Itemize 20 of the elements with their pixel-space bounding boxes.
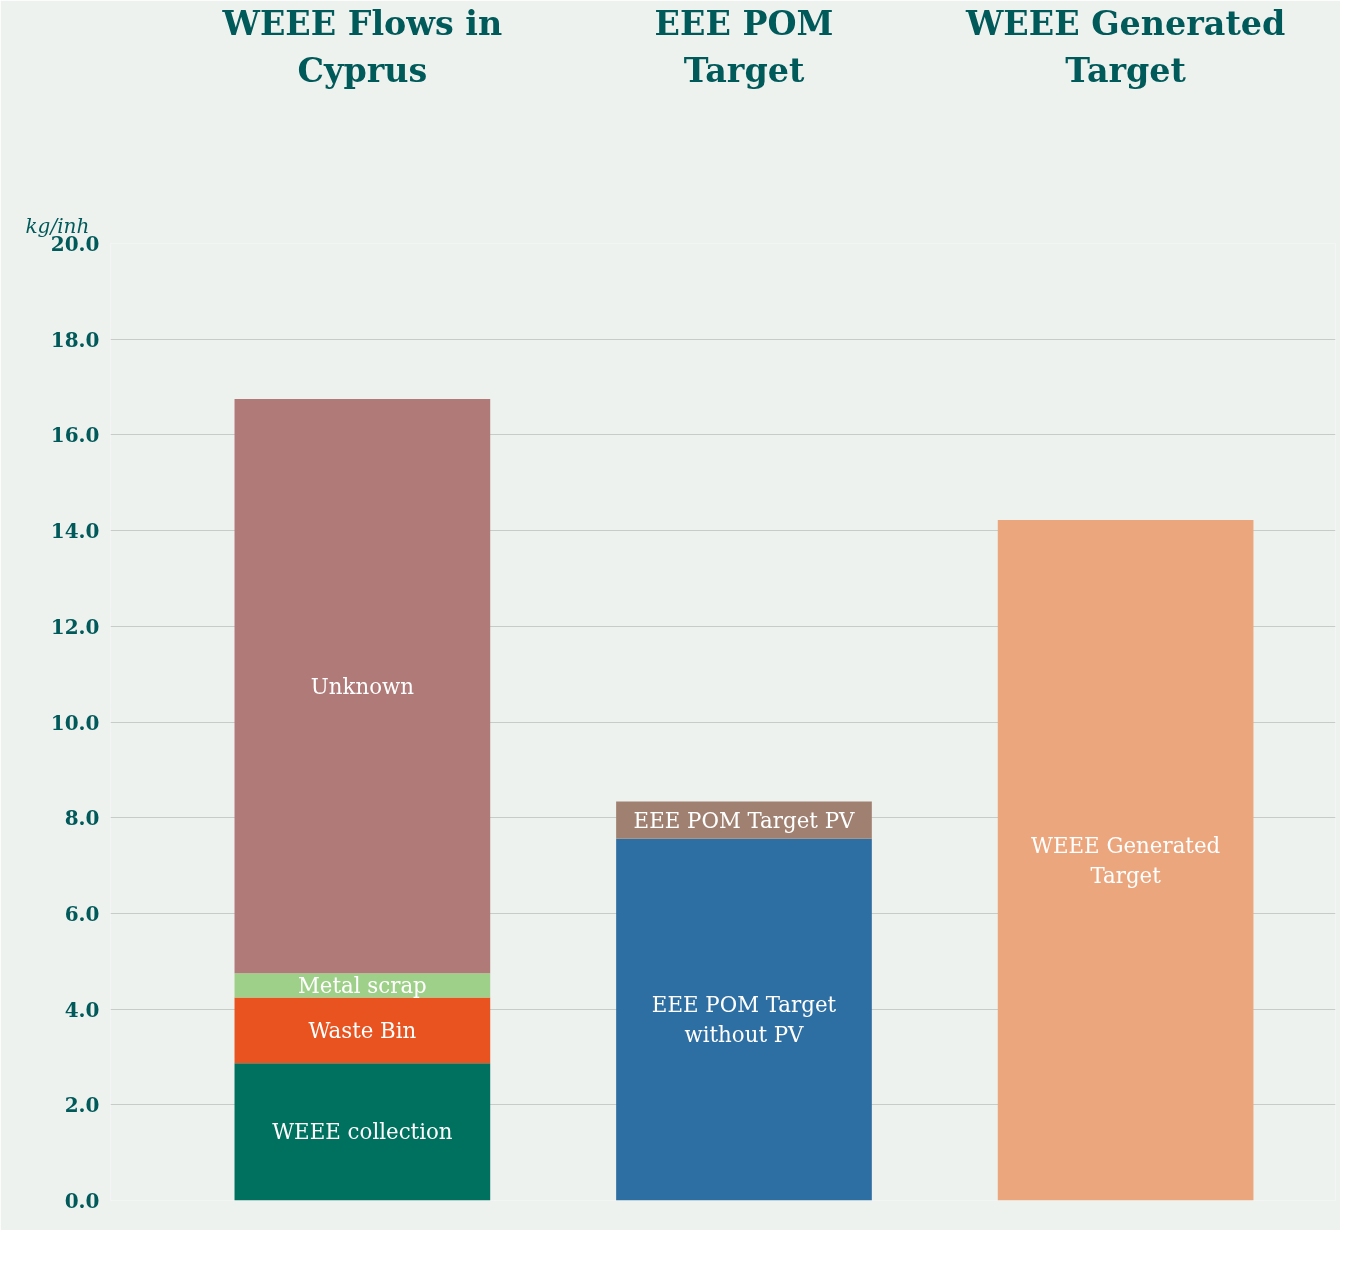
x-tick-label: WEEE Flows in Cyprus (221, 3, 503, 90)
y-tick-label: 14.0 (50, 519, 100, 544)
y-tick-label: 6.0 (64, 901, 100, 926)
y-tick-label: 12.0 (50, 614, 100, 639)
y-tick-label: 4.0 (64, 997, 100, 1022)
series-label: Unknown (310, 673, 415, 699)
y-tick-label: 10.0 (50, 710, 100, 735)
series-label: Metal scrap (297, 972, 427, 998)
series-label: WEEE Generated Target (1031, 832, 1221, 888)
x-tick-label: WEEE Generated Target (964, 3, 1286, 90)
y-tick-label: 18.0 (50, 327, 100, 352)
x-tick-label: EEE POM Target (654, 3, 834, 90)
y-tick-label: 16.0 (50, 423, 100, 448)
y-tick-label: 2.0 (64, 1093, 100, 1118)
series-label: Waste Bin (308, 1017, 417, 1043)
y-tick-label: 8.0 (64, 806, 100, 831)
y-tick-label: 0.0 (64, 1189, 100, 1213)
series-label: WEEE collection (272, 1119, 453, 1145)
series-label: EEE POM Target PV (633, 807, 855, 833)
series-label: EEE POM Target without PV (651, 992, 837, 1048)
